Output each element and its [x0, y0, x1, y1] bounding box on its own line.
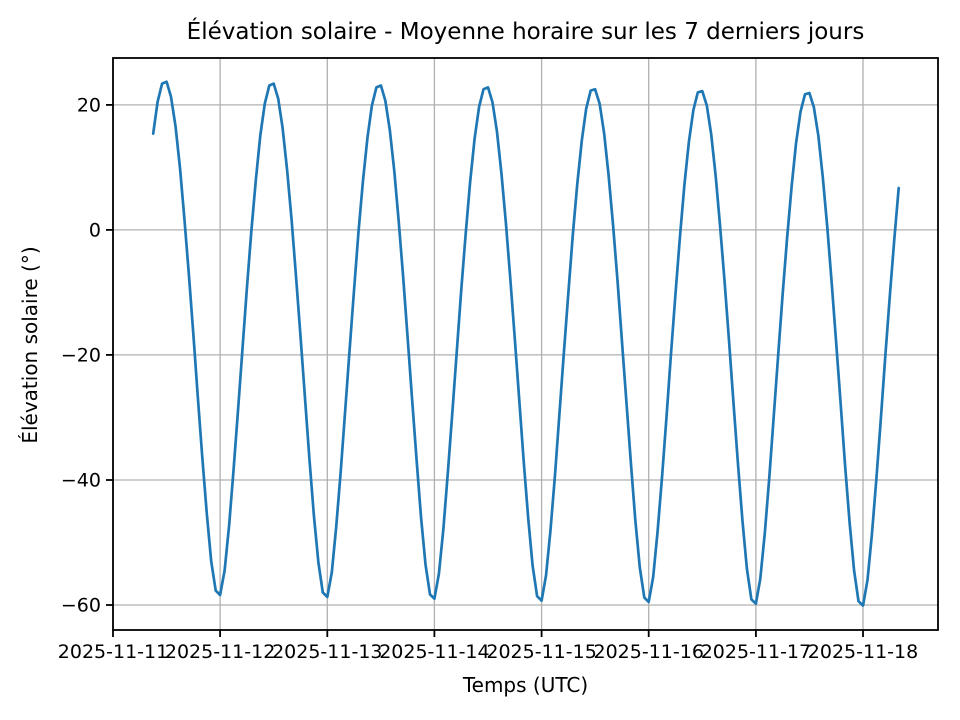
x-tick-label: 2025-11-16 — [593, 641, 703, 663]
y-tick-label: 0 — [89, 219, 101, 241]
x-tick-label: 2025-11-18 — [808, 641, 918, 663]
y-tick-label: −60 — [61, 595, 101, 617]
y-tick-label: 20 — [77, 94, 101, 116]
x-tick-label: 2025-11-12 — [165, 641, 275, 663]
y-axis-label: Élévation solaire (°) — [18, 246, 42, 444]
x-axis-label: Temps (UTC) — [462, 673, 589, 697]
x-tick-label: 2025-11-11 — [58, 641, 168, 663]
x-tick-label: 2025-11-13 — [272, 641, 382, 663]
chart-title: Élévation solaire - Moyenne horaire sur … — [186, 19, 865, 45]
y-tick-label: −40 — [61, 470, 101, 492]
x-tick-label: 2025-11-17 — [701, 641, 811, 663]
y-tick-label: −20 — [61, 344, 101, 366]
solar-elevation-line — [151, 80, 901, 607]
x-tick-label: 2025-11-14 — [379, 641, 489, 663]
x-tick-label: 2025-11-15 — [486, 641, 596, 663]
axes-spines — [112, 57, 939, 631]
